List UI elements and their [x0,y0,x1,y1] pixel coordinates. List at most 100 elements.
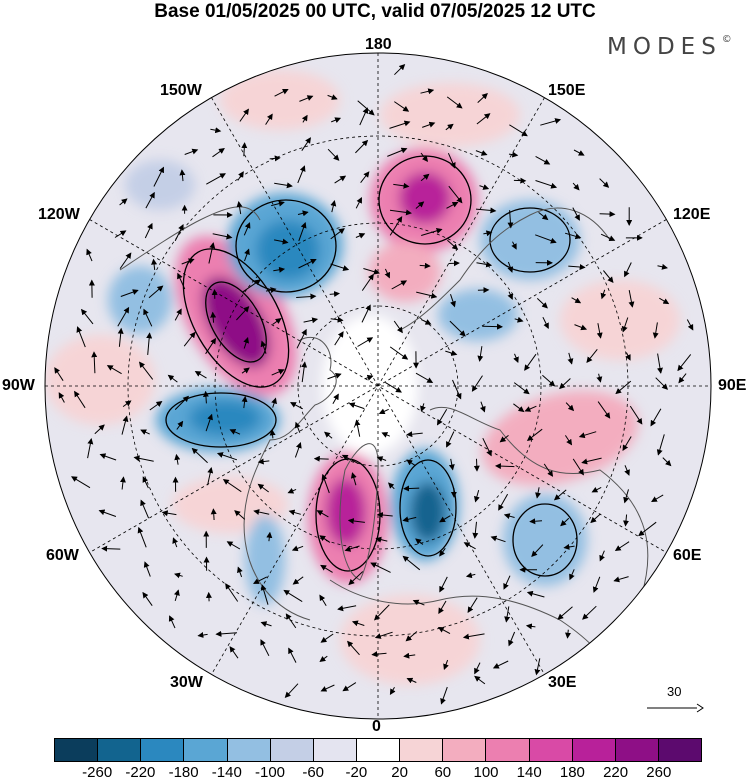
longitude-label-60w: 60W [46,547,79,564]
wind-vector [191,447,208,464]
wind-vector [344,545,360,552]
anomaly-positive [45,335,155,425]
wind-vector [450,294,456,308]
wind-vector [142,476,149,489]
wind-vector [448,185,463,204]
latitude-circle [297,305,459,467]
wind-vector [623,489,629,504]
wind-vector [174,308,182,321]
wind-vector [393,320,403,334]
wind-vector [406,431,423,438]
wind-vector [535,234,557,244]
wind-vector [324,431,333,439]
wind-vector [526,590,545,598]
wind-vector [236,201,243,215]
wind-vector [599,178,610,188]
anomaly-negative [503,494,587,586]
colorbar-tick-label: 60 [434,764,452,781]
wind-vector [140,499,150,519]
wind-vector [476,113,491,125]
colorbar-tick-label: -100 [254,764,286,781]
wind-vector [651,494,664,503]
colorbar-tick-label: -20 [345,764,368,781]
colorbar-segment [528,739,572,761]
coastline [119,206,261,271]
wind-vector [596,373,603,383]
wind-vector [572,458,584,476]
wind-vector [614,541,630,552]
wind-vector [301,114,308,123]
wind-vector [288,647,297,663]
wind-vector [91,351,98,374]
wind-vector [513,382,530,395]
vector-scale-label: 30 [667,684,682,699]
colorbar-tick-label: -140 [211,764,242,781]
wind-vector [508,631,516,647]
wind-vector [472,521,479,539]
wind-vector [234,510,246,520]
wind-vector [54,367,64,381]
wind-vector [243,222,251,236]
wind-vector [319,655,328,662]
colorbar-tick-label: -260 [82,764,113,781]
wind-vector [361,273,374,291]
wind-vector [359,107,369,126]
wind-vector [374,604,390,621]
wind-vector [357,337,374,347]
wind-vector [563,543,575,550]
contour-line [165,392,277,448]
wind-vector [133,455,154,462]
wind-vector [628,290,635,308]
longitude-label-150w: 150W [160,82,202,99]
wind-vector [568,264,586,270]
wind-vector [283,589,303,603]
wind-vector [241,395,248,409]
longitude-label-120w: 120W [38,206,80,223]
wind-vector [535,155,551,165]
wind-vector [504,606,511,623]
wind-vector [242,279,261,293]
wind-vector [389,209,412,216]
wind-vector [443,659,449,671]
wind-vector [239,108,249,122]
wind-vector [355,197,362,209]
contour-line [512,503,578,577]
wind-vector [337,605,357,612]
wind-vector [406,459,416,467]
wind-vector [596,323,603,339]
wind-vector [332,393,339,404]
wind-vector [299,95,314,102]
colorbar-tick-label: 140 [516,764,542,781]
wind-vector [393,182,410,189]
wind-vector [260,621,272,627]
wind-vector [327,94,338,100]
wind-vector [143,561,151,577]
wind-vector [183,331,196,347]
wind-vector [266,531,273,542]
contour-line [489,207,571,273]
wind-vector [58,392,65,403]
wind-vector [524,353,537,371]
colorbar-tick-label: 180 [559,764,585,781]
wind-vector [657,353,663,374]
wind-vector [274,238,289,245]
wind-vector [662,457,672,467]
coastline [399,207,611,331]
wind-vector [509,124,528,137]
wind-vector [144,222,153,239]
wind-vector [565,629,571,639]
wind-vector [624,465,630,476]
colorbar-segment [355,739,400,761]
wind-vector [253,509,270,515]
wind-vector [447,152,456,169]
wind-vector [403,652,416,659]
wind-vector [297,210,309,217]
wind-vector [473,489,480,503]
wind-vector [416,291,438,299]
wind-vector [543,463,554,477]
wind-vector [330,200,337,213]
colorbar-tick-label: -220 [125,764,156,781]
wind-vector [215,630,238,637]
wind-vector [677,354,692,372]
wind-vector [686,319,694,331]
